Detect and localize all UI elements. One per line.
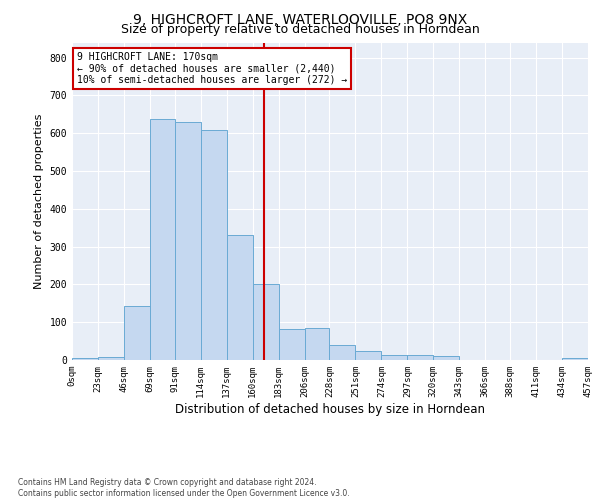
Text: 9, HIGHCROFT LANE, WATERLOOVILLE, PO8 9NX: 9, HIGHCROFT LANE, WATERLOOVILLE, PO8 9N… (133, 12, 467, 26)
Bar (227, 236, 253, 360)
Bar (175, 122, 201, 360)
Bar (382, 356, 407, 360)
Text: Size of property relative to detached houses in Horndean: Size of property relative to detached ho… (121, 24, 479, 36)
Bar (355, 350, 382, 360)
Bar (253, 284, 278, 360)
Bar (98, 357, 124, 360)
Text: Contains HM Land Registry data © Crown copyright and database right 2024.
Contai: Contains HM Land Registry data © Crown c… (18, 478, 350, 498)
Bar (433, 356, 459, 360)
Bar (329, 345, 355, 360)
Bar (305, 328, 329, 360)
Bar (278, 328, 305, 360)
Bar (407, 356, 433, 360)
Bar (124, 306, 150, 360)
Bar (150, 119, 175, 360)
Bar (72, 358, 98, 360)
Bar (562, 358, 588, 360)
Text: 9 HIGHCROFT LANE: 170sqm
← 90% of detached houses are smaller (2,440)
10% of sem: 9 HIGHCROFT LANE: 170sqm ← 90% of detach… (77, 52, 347, 85)
Y-axis label: Number of detached properties: Number of detached properties (34, 114, 44, 289)
X-axis label: Distribution of detached houses by size in Horndean: Distribution of detached houses by size … (175, 402, 485, 415)
Bar (201, 130, 227, 360)
